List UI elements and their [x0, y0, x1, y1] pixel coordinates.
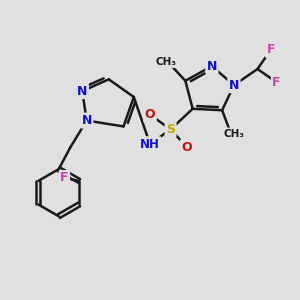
Text: O: O: [145, 108, 155, 121]
Text: O: O: [182, 141, 192, 154]
Text: CH₃: CH₃: [156, 57, 177, 67]
Text: CH₃: CH₃: [224, 129, 244, 139]
Text: S: S: [166, 123, 175, 136]
Text: F: F: [272, 76, 281, 89]
Text: N: N: [207, 60, 217, 73]
Text: F: F: [266, 44, 275, 56]
Text: NH: NH: [140, 138, 160, 151]
Text: N: N: [77, 85, 88, 98]
Text: N: N: [82, 114, 92, 127]
Text: F: F: [60, 172, 69, 184]
Text: N: N: [229, 79, 239, 92]
